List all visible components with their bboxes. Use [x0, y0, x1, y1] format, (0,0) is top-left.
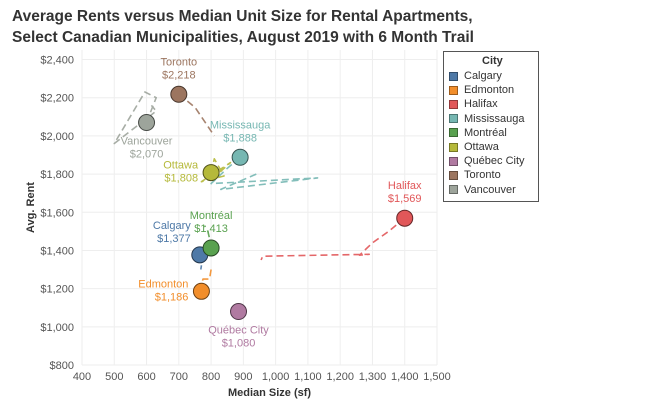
- rent-value-label: $1,808: [164, 173, 198, 185]
- city-name-label: Calgary: [153, 220, 191, 232]
- rent-value-label: $1,888: [223, 132, 257, 144]
- legend-item-toronto: Toronto: [444, 168, 538, 182]
- legend-label: Calgary: [464, 70, 502, 83]
- y-tick-label: $1,600: [40, 207, 74, 219]
- label-calgary: Calgary$1,377: [153, 220, 191, 245]
- legend-swatch: [449, 142, 458, 152]
- legend-item-montreal: Montréal: [444, 126, 538, 140]
- point-ottawa: [202, 164, 220, 182]
- trail-halifax: [260, 217, 406, 261]
- rent-value-label: $2,070: [130, 149, 164, 161]
- legend-label: Edmonton: [464, 84, 515, 97]
- legend-label: Montréal: [464, 126, 507, 139]
- label-mississauga: Mississauga$1,888: [210, 119, 271, 144]
- legend-label: Halifax: [464, 98, 498, 111]
- y-tick-label: $2,200: [40, 93, 74, 105]
- legend-item-halifax: Halifax: [444, 97, 538, 111]
- x-tick-label: 1,200: [326, 371, 354, 383]
- x-tick-label: 900: [234, 371, 252, 383]
- city-name-label: Vancouver: [121, 136, 173, 148]
- rent-value-label: $2,218: [162, 69, 196, 81]
- y-tick-label: $2,000: [40, 131, 74, 143]
- city-name-label: Montréal: [190, 210, 233, 222]
- x-tick-label: 1,100: [294, 371, 322, 383]
- legend-label: Québec City: [464, 155, 525, 168]
- point-montreal: [202, 239, 220, 257]
- chart-title-line-1: Average Rents versus Median Unit Size fo…: [12, 8, 473, 25]
- label-ottawa: Ottawa$1,808: [163, 160, 199, 185]
- legend-swatch: [449, 99, 458, 109]
- grid: [81, 50, 438, 366]
- label-toronto: Toronto$2,218: [160, 56, 197, 81]
- x-tick-label: 1,500: [423, 371, 451, 383]
- legend-label: Ottawa: [464, 141, 499, 154]
- legend-swatch: [449, 128, 458, 138]
- x-tick-label: 700: [170, 371, 188, 383]
- legend-swatch: [449, 170, 458, 180]
- y-tick-label: $1,200: [40, 284, 74, 296]
- y-axis-title: Avg. Rent: [25, 182, 37, 233]
- x-tick-label: 1,300: [359, 371, 387, 383]
- city-name-label: Ottawa: [163, 160, 199, 172]
- city-name-label: Québec City: [208, 325, 269, 337]
- x-tick-label: 600: [137, 371, 155, 383]
- chart-title-line-2: Select Canadian Municipalities, August 2…: [12, 29, 474, 46]
- label-vancouver: Vancouver$2,070: [121, 136, 173, 161]
- legend-item-quebec-city: Québec City: [444, 154, 538, 168]
- y-tick-label: $1,800: [40, 169, 74, 181]
- point-toronto: [170, 85, 188, 103]
- x-tick-label: 1,000: [262, 371, 290, 383]
- legend-label: Vancouver: [464, 183, 516, 196]
- axes: 400 500 600 700 800 900 1,000 1,100 1,200 1,300 1,…: [25, 55, 451, 399]
- legend-item-ottawa: Ottawa: [444, 140, 538, 154]
- legend-swatch: [449, 71, 458, 81]
- city-name-label: Edmonton: [138, 278, 188, 290]
- label-edmonton: Edmonton$1,186: [138, 278, 188, 303]
- point-quebec-city: [230, 303, 248, 321]
- rent-value-label: $1,569: [388, 193, 422, 205]
- legend-label: Toronto: [464, 169, 501, 182]
- label-halifax: Halifax$1,569: [388, 180, 422, 205]
- legend-item-mississauga: Mississauga: [444, 112, 538, 126]
- y-tick-label: $2,400: [40, 55, 74, 67]
- rent-value-label: $1,377: [157, 233, 191, 245]
- label-quebec-city: Québec City$1,080: [208, 325, 269, 350]
- point-edmonton: [192, 282, 210, 300]
- legend-swatch: [449, 185, 458, 195]
- y-tick-label: $1,000: [40, 322, 74, 334]
- point-vancouver: [138, 114, 156, 132]
- label-montreal: Montréal$1,413: [190, 210, 233, 235]
- x-axis-title: Median Size (sf): [228, 387, 311, 399]
- legend-items: Calgary Edmonton Halifax Mississauga Montréa…: [444, 69, 538, 197]
- legend-item-calgary: Calgary: [444, 69, 538, 83]
- rent-value-label: $1,080: [222, 338, 256, 350]
- legend-swatch: [449, 85, 458, 95]
- city-name-label: Mississauga: [210, 119, 271, 131]
- y-tick-label: $800: [50, 360, 74, 372]
- y-tick-label: $1,400: [40, 245, 74, 257]
- rent-value-label: $1,186: [155, 291, 189, 303]
- chart-title: Average Rents versus Median Unit Size fo…: [12, 6, 482, 48]
- x-tick-label: 1,400: [391, 371, 419, 383]
- legend-title: City: [482, 55, 503, 67]
- city-name-label: Halifax: [388, 180, 422, 192]
- legend: City Calgary Edmonton Halifax Mississauga Mo…: [443, 51, 539, 202]
- legend-swatch: [449, 156, 458, 166]
- x-tick-label: 800: [202, 371, 220, 383]
- legend-item-edmonton: Edmonton: [444, 83, 538, 97]
- legend-item-vancouver: Vancouver: [444, 183, 538, 197]
- rent-value-label: $1,413: [194, 223, 228, 235]
- trail-mississauga: [210, 156, 319, 191]
- city-name-label: Toronto: [160, 56, 197, 68]
- legend-swatch: [449, 114, 458, 124]
- point-halifax: [396, 209, 414, 227]
- trail-vancouver: [113, 91, 157, 145]
- legend-label: Mississauga: [464, 112, 525, 125]
- x-tick-label: 500: [105, 371, 123, 383]
- x-tick-label: 400: [73, 371, 91, 383]
- points: [138, 85, 414, 321]
- data-labels: Calgary$1,377 Edmonton$1,186 Halifax$1,569…: [121, 56, 422, 349]
- point-mississauga: [231, 148, 249, 166]
